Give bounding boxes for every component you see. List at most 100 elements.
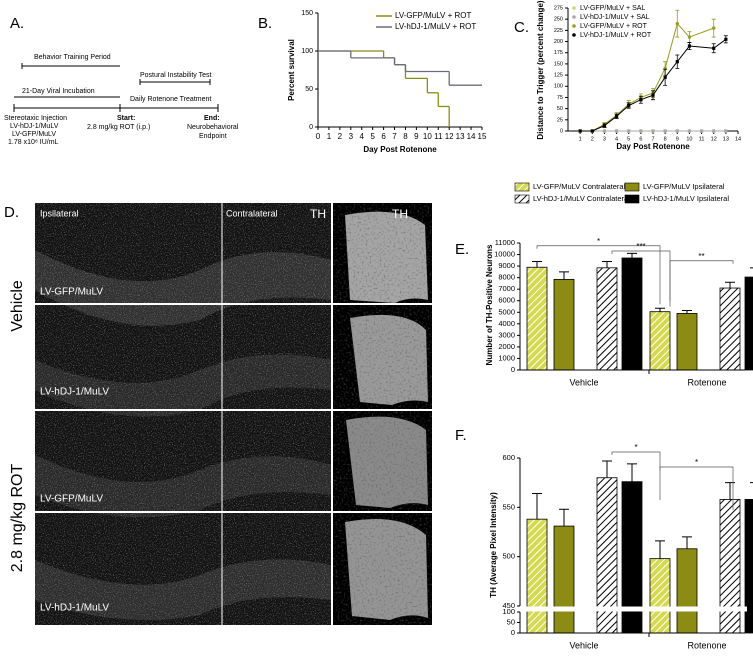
x-tick-label: 11 bbox=[699, 136, 705, 142]
bar bbox=[526, 518, 548, 634]
y-axis-label: Percent survival bbox=[287, 39, 296, 101]
y-tick-label: 10000 bbox=[494, 250, 515, 259]
data-point bbox=[712, 46, 716, 50]
row-label: LV-GFP/MuLV bbox=[40, 494, 103, 505]
bar bbox=[649, 311, 671, 371]
data-point bbox=[663, 75, 667, 79]
y-axis-label: TH (Average Pixel Intensity) bbox=[489, 492, 498, 598]
y-tick-label: 100 bbox=[502, 607, 515, 616]
error-bar bbox=[559, 271, 569, 280]
legend-label: LV-hDJ-1/MuLV + SAL bbox=[580, 14, 650, 21]
timeline-text: Neurobehavioral bbox=[187, 124, 239, 131]
x-tick-label: 1 bbox=[579, 136, 582, 142]
legend-label: LV-hDJ-1/MuLV Ipsilateral bbox=[643, 194, 729, 203]
x-tick-label: 7 bbox=[392, 132, 397, 141]
bar bbox=[676, 548, 698, 634]
legend-label: LV-GFP/MuLV + ROT bbox=[395, 11, 472, 20]
panel-label: B. bbox=[258, 15, 272, 32]
bar bbox=[553, 278, 575, 371]
bar bbox=[649, 558, 671, 634]
y-tick-label: 50 bbox=[557, 106, 563, 112]
legend-swatch bbox=[572, 33, 576, 37]
timeline-text: Daily Rotenone Treatment bbox=[130, 96, 211, 103]
x-tick-label: 12 bbox=[711, 136, 717, 142]
bar bbox=[621, 257, 643, 371]
error-bar bbox=[532, 493, 542, 520]
bar bbox=[719, 499, 741, 634]
error-bar bbox=[682, 310, 692, 314]
y-tick-label: 0 bbox=[560, 128, 563, 134]
y-tick-label: 8000 bbox=[498, 273, 515, 282]
timeline-text: LV-hDJ-1/MuLV bbox=[10, 123, 59, 130]
timeline-text: LV-GFP/MuLV bbox=[12, 131, 56, 138]
y-tick-label: 150 bbox=[554, 61, 563, 67]
significance-bracket bbox=[536, 245, 661, 305]
significance-label: * bbox=[634, 443, 637, 452]
legend-label: LV-hDJ-1/MuLV Contralateral bbox=[533, 194, 630, 203]
x-tick-label: 9 bbox=[676, 136, 679, 142]
legend-swatch bbox=[572, 24, 576, 28]
bar bbox=[526, 266, 548, 371]
y-tick-label: 100 bbox=[554, 84, 563, 90]
x-tick-label: 4 bbox=[360, 132, 365, 141]
data-point bbox=[651, 129, 655, 133]
x-tick-label: 5 bbox=[627, 136, 630, 142]
condition-label: 2.8 mg/kg ROT bbox=[9, 464, 26, 573]
error-bar bbox=[655, 307, 665, 312]
y-tick-label: 2000 bbox=[498, 342, 515, 351]
legend-swatch bbox=[624, 194, 640, 204]
significance-bracket bbox=[669, 260, 734, 301]
error-bar bbox=[750, 267, 753, 269]
x-tick-label: 6 bbox=[381, 132, 386, 141]
x-tick-label: 8 bbox=[664, 136, 667, 142]
column-label: Contralateral bbox=[226, 208, 278, 218]
error-bar bbox=[602, 460, 612, 478]
data-point bbox=[675, 21, 679, 26]
y-tick-label: 50 bbox=[305, 86, 313, 93]
error-bar bbox=[627, 463, 637, 482]
x-tick-label: 2 bbox=[338, 132, 343, 141]
timeline-text: 2.8 mg/kg ROT (i.p.) bbox=[87, 124, 150, 131]
panel-label: F. bbox=[455, 427, 467, 444]
bar bbox=[553, 525, 575, 634]
tissue bbox=[35, 250, 331, 326]
series-line bbox=[580, 38, 727, 132]
x-tick-label: 9 bbox=[414, 132, 419, 141]
y-tick-label: 0 bbox=[511, 365, 515, 374]
legend-label: LV-hDJ-1/MuLV + ROT bbox=[580, 32, 652, 39]
y-tick-label: 175 bbox=[554, 50, 563, 56]
legend-swatch bbox=[514, 182, 530, 192]
legend-label: LV-GFP/MuLV + SAL bbox=[580, 5, 645, 12]
y-tick-label: 3000 bbox=[498, 330, 515, 339]
axis-break bbox=[514, 606, 747, 612]
legend-label: LV-GFP/MuLV Ipsilateral bbox=[643, 182, 725, 191]
data-point bbox=[639, 98, 643, 102]
x-tick-label: 10 bbox=[686, 136, 692, 142]
x-tick-label: 0 bbox=[316, 132, 321, 141]
column-label: TH bbox=[392, 207, 408, 221]
legend-label: LV-hDJ-1/MuLV + ROT bbox=[395, 22, 476, 31]
timeline-text: 21-Day Viral Incubation bbox=[22, 88, 95, 95]
tissue bbox=[35, 559, 331, 620]
data-point bbox=[602, 124, 607, 128]
error-bar bbox=[682, 536, 692, 549]
significance-label: ** bbox=[698, 252, 704, 261]
row-label: LV-GFP/MuLV bbox=[40, 287, 103, 298]
error-bar bbox=[655, 540, 665, 559]
x-tick-label: 7 bbox=[651, 136, 654, 142]
x-tick-label: 2 bbox=[591, 136, 594, 142]
significance-label: * bbox=[597, 237, 600, 246]
legend-label: LV-GFP/MuLV + ROT bbox=[580, 23, 648, 30]
significance-bracket bbox=[611, 451, 661, 500]
data-point bbox=[712, 26, 716, 30]
x-tick-label: 6 bbox=[639, 136, 642, 142]
data-point bbox=[687, 35, 692, 39]
y-tick-label: 0 bbox=[309, 124, 313, 131]
data-point bbox=[614, 114, 619, 118]
legend-swatch bbox=[572, 6, 576, 10]
panel-label: A. bbox=[10, 15, 24, 32]
condition-label: Vehicle bbox=[9, 280, 26, 332]
row-label: LV-hDJ-1/MuLV bbox=[40, 603, 109, 614]
micrograph-texture bbox=[35, 203, 331, 625]
